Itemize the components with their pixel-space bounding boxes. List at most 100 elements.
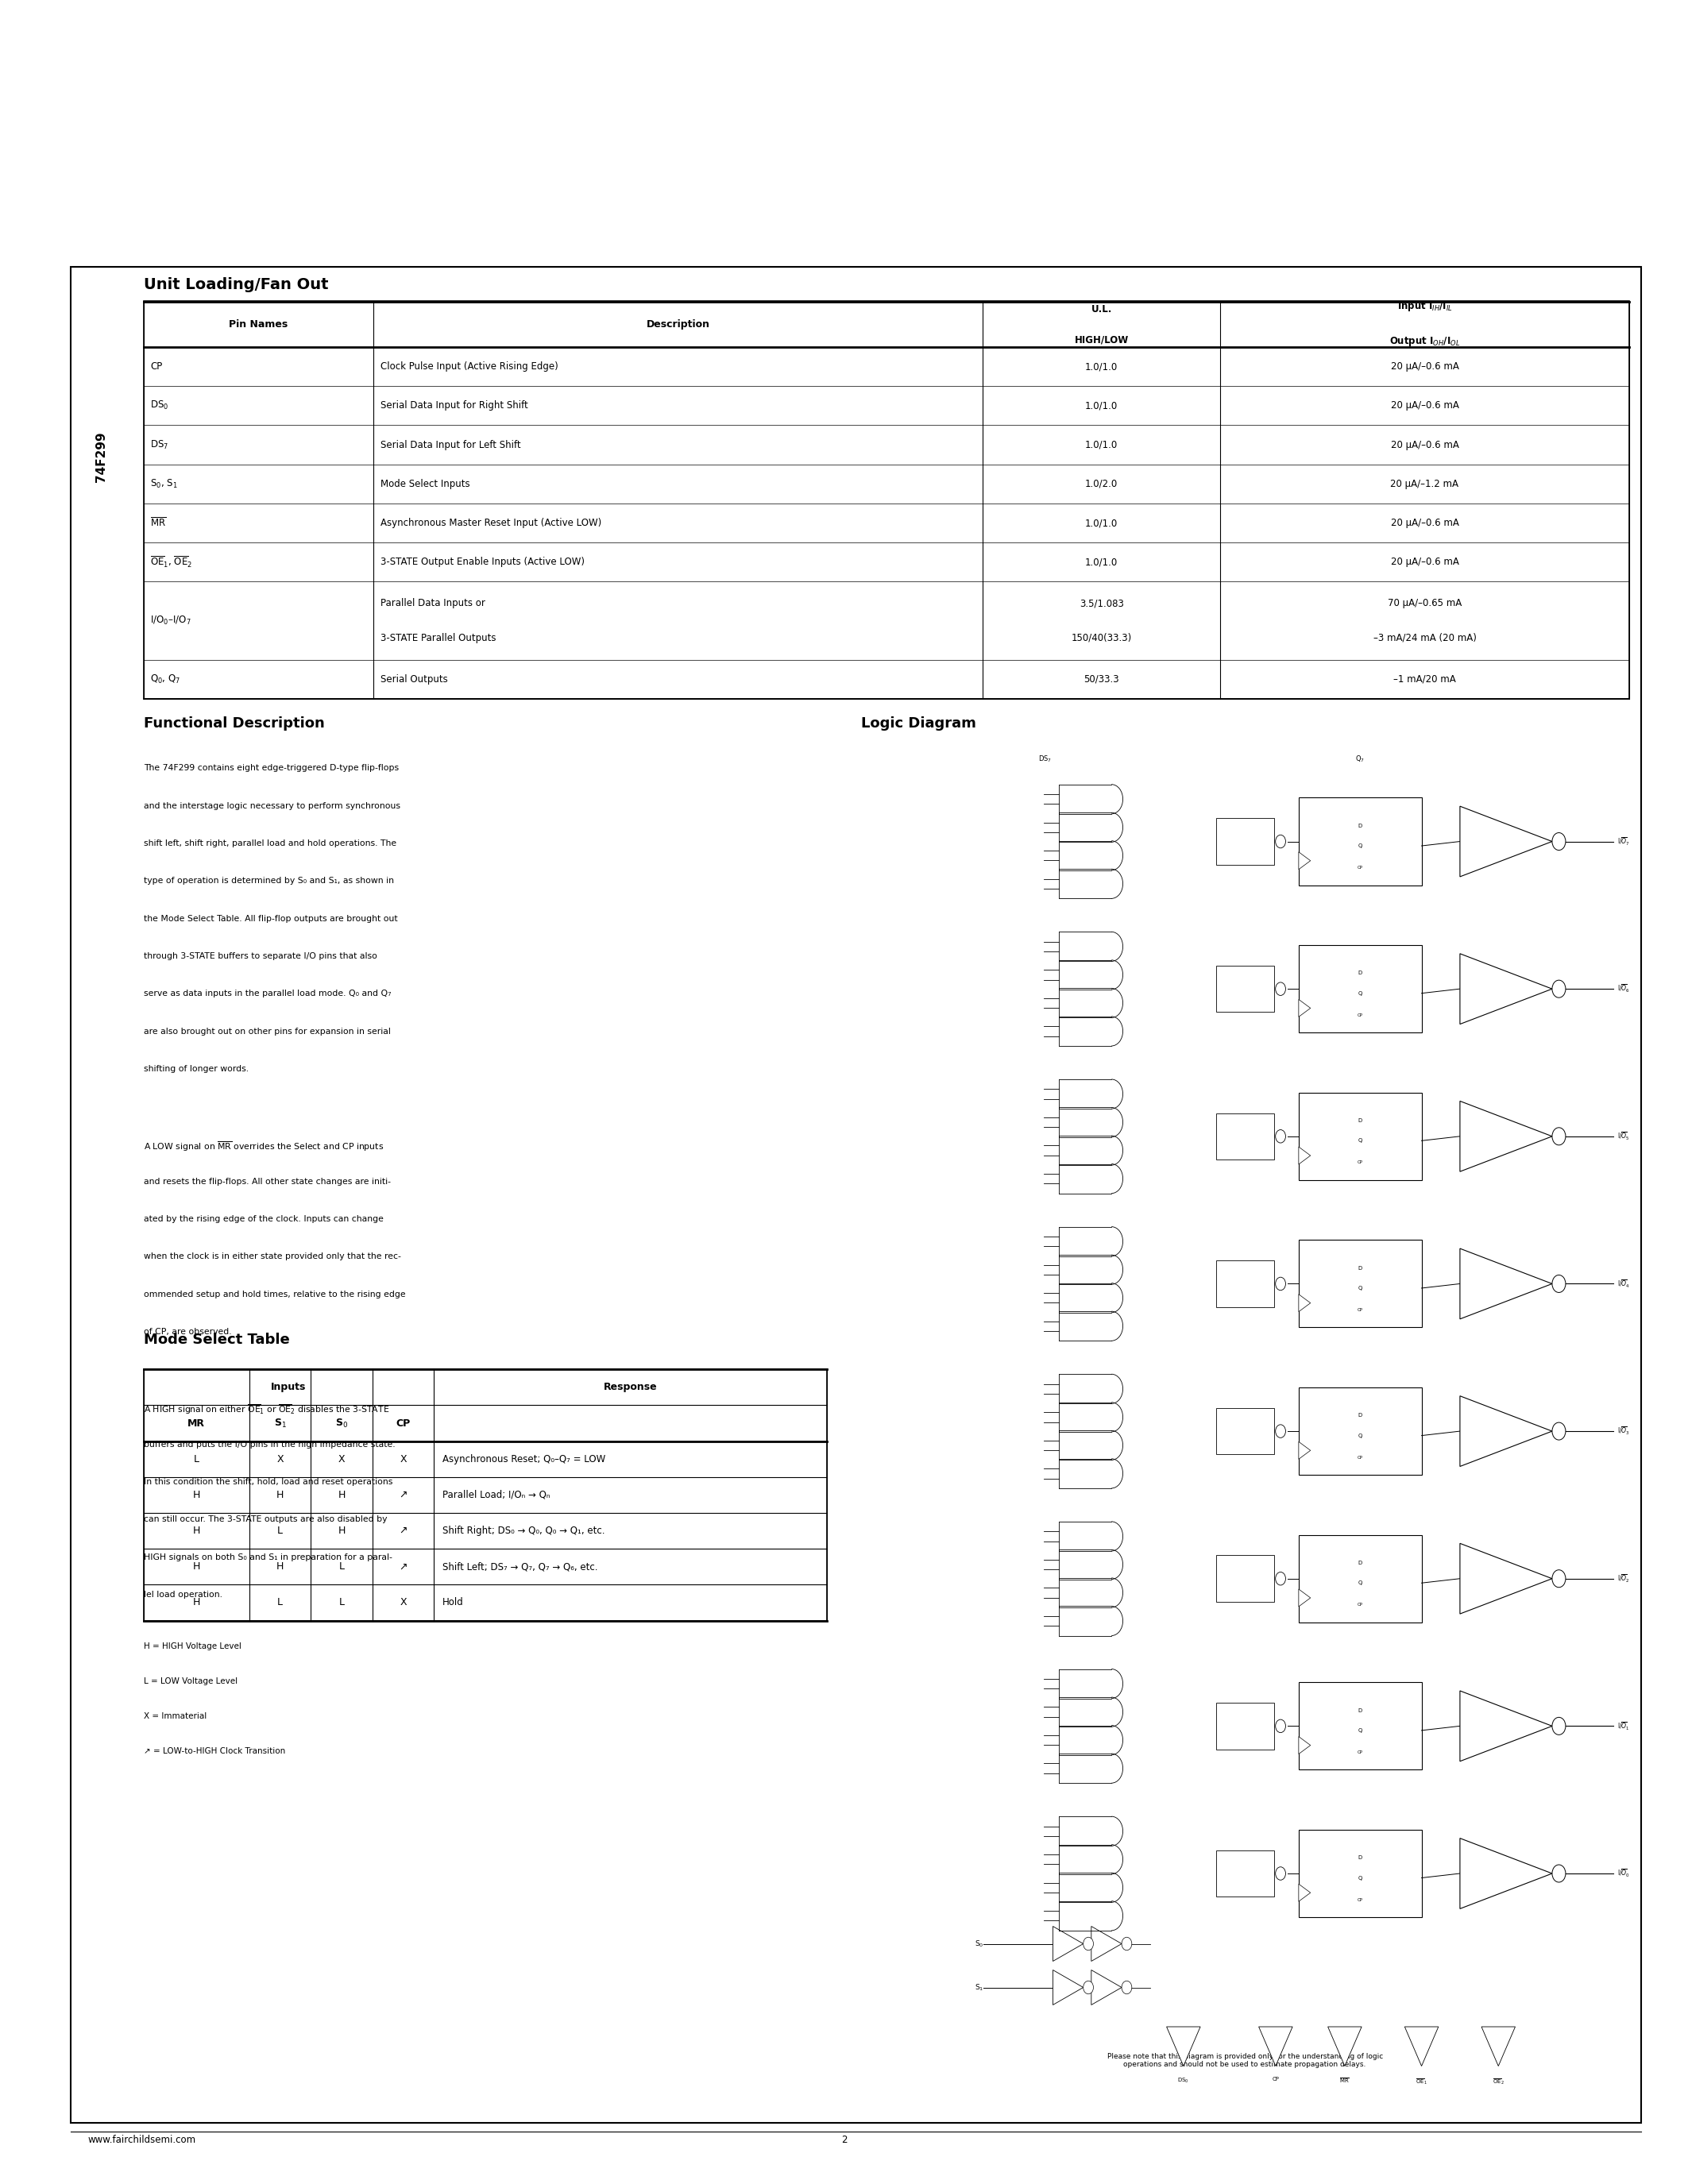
Text: and resets the flip-flops. All other state changes are initi-: and resets the flip-flops. All other sta… (143, 1177, 390, 1186)
Circle shape (1553, 1275, 1566, 1293)
Bar (1298, 1830, 1421, 1918)
Polygon shape (1166, 2027, 1200, 2066)
Text: 20 μA/–1.2 mA: 20 μA/–1.2 mA (1391, 478, 1458, 489)
Text: Q: Q (1357, 1728, 1362, 1732)
Polygon shape (1090, 1970, 1121, 2005)
Text: X: X (400, 1455, 407, 1463)
Text: I/O$_0$–I/O$_7$: I/O$_0$–I/O$_7$ (150, 614, 191, 627)
Text: the Mode Select Table. All flip-flop outputs are brought out: the Mode Select Table. All flip-flop out… (143, 915, 397, 922)
Text: and the interstage logic necessary to perform synchronous: and the interstage logic necessary to pe… (143, 802, 400, 810)
Text: CP: CP (1357, 1308, 1362, 1313)
Text: ommended setup and hold times, relative to the rising edge: ommended setup and hold times, relative … (143, 1291, 405, 1297)
Text: are also brought out on other pins for expansion in serial: are also brought out on other pins for e… (143, 1026, 390, 1035)
Text: 70 μA/–0.65 mA: 70 μA/–0.65 mA (1388, 598, 1462, 609)
Circle shape (1553, 1422, 1566, 1439)
Text: L: L (277, 1597, 284, 1607)
Text: Serial Data Input for Right Shift: Serial Data Input for Right Shift (380, 400, 528, 411)
Text: DS$_7$: DS$_7$ (1038, 753, 1052, 764)
Text: 50/33.3: 50/33.3 (1084, 675, 1119, 684)
Text: In this condition the shift, hold, load and reset operations: In this condition the shift, hold, load … (143, 1479, 392, 1485)
Polygon shape (1298, 1885, 1310, 1902)
Circle shape (1084, 1937, 1094, 1950)
Circle shape (1553, 832, 1566, 850)
Bar (1215, 965, 1274, 1011)
Text: Parallel Data Inputs or: Parallel Data Inputs or (380, 598, 484, 609)
Bar (1215, 1555, 1274, 1601)
Text: Q: Q (1357, 1138, 1362, 1142)
Text: H = HIGH Voltage Level: H = HIGH Voltage Level (143, 1642, 241, 1651)
Bar (1215, 819, 1274, 865)
Text: L = LOW Voltage Level: L = LOW Voltage Level (143, 1677, 238, 1686)
Text: D: D (1359, 1267, 1362, 1271)
Text: A LOW signal on $\overline{\mathrm{MR}}$ overrides the Select and CP inputs: A LOW signal on $\overline{\mathrm{MR}}$… (143, 1140, 383, 1153)
Text: Unit Loading/Fan Out: Unit Loading/Fan Out (143, 277, 327, 293)
Text: H: H (277, 1489, 284, 1500)
Text: Serial Data Input for Left Shift: Serial Data Input for Left Shift (380, 439, 522, 450)
Text: serve as data inputs in the parallel load mode. Q₀ and Q₇: serve as data inputs in the parallel loa… (143, 989, 392, 998)
Text: Q: Q (1357, 1876, 1362, 1880)
Text: $\overline{\mathrm{MR}}$: $\overline{\mathrm{MR}}$ (1340, 2077, 1350, 2086)
Text: ated by the rising edge of the clock. Inputs can change: ated by the rising edge of the clock. In… (143, 1214, 383, 1223)
Text: Hold: Hold (442, 1597, 464, 1607)
Text: H: H (338, 1527, 346, 1535)
Text: H: H (192, 1562, 201, 1572)
Text: 20 μA/–0.6 mA: 20 μA/–0.6 mA (1391, 439, 1458, 450)
Text: H: H (338, 1489, 346, 1500)
Circle shape (1276, 1572, 1286, 1586)
Text: 20 μA/–0.6 mA: 20 μA/–0.6 mA (1391, 518, 1458, 529)
Text: Shift Right; DS₀ → Q₀, Q₀ → Q₁, etc.: Shift Right; DS₀ → Q₀, Q₀ → Q₁, etc. (442, 1527, 604, 1535)
Circle shape (1553, 1865, 1566, 1883)
Text: D: D (1359, 1856, 1362, 1861)
Text: S$_0$: S$_0$ (336, 1417, 348, 1428)
Text: lel load operation.: lel load operation. (143, 1590, 223, 1599)
Text: Shift Left; DS₇ → Q₇, Q₇ → Q₆, etc.: Shift Left; DS₇ → Q₇, Q₇ → Q₆, etc. (442, 1562, 598, 1572)
Bar (1215, 1704, 1274, 1749)
Text: Functional Description: Functional Description (143, 716, 324, 732)
Text: CP: CP (1357, 1898, 1362, 1902)
Bar (1298, 1682, 1421, 1769)
Bar (1298, 1092, 1421, 1179)
Bar (1298, 797, 1421, 885)
Text: 3-STATE Parallel Outputs: 3-STATE Parallel Outputs (380, 633, 496, 642)
Text: L: L (339, 1597, 344, 1607)
Text: I/$\overline{O}_4$: I/$\overline{O}_4$ (1617, 1278, 1629, 1289)
Text: through 3-STATE buffers to separate I/O pins that also: through 3-STATE buffers to separate I/O … (143, 952, 376, 961)
Circle shape (1121, 1937, 1131, 1950)
Text: CP: CP (150, 363, 162, 371)
Polygon shape (1298, 1000, 1310, 1018)
Text: Mode Select Inputs: Mode Select Inputs (380, 478, 469, 489)
Polygon shape (1404, 2027, 1438, 2066)
Text: $\overline{\mathrm{OE}}_1$, $\overline{\mathrm{OE}}_2$: $\overline{\mathrm{OE}}_1$, $\overline{\… (150, 555, 192, 570)
Circle shape (1276, 1278, 1286, 1291)
Text: ↗ = LOW-to-HIGH Clock Transition: ↗ = LOW-to-HIGH Clock Transition (143, 1747, 285, 1756)
Polygon shape (1460, 806, 1553, 876)
Circle shape (1553, 1717, 1566, 1734)
Text: –3 mA/24 mA (20 mA): –3 mA/24 mA (20 mA) (1372, 633, 1477, 642)
Polygon shape (1259, 2027, 1293, 2066)
Circle shape (1276, 983, 1286, 996)
Text: –1 mA/20 mA: –1 mA/20 mA (1393, 675, 1457, 684)
Text: CP: CP (1357, 1603, 1362, 1607)
Text: D: D (1359, 1413, 1362, 1417)
Text: DS$_0$: DS$_0$ (150, 400, 169, 413)
Text: 1.0/2.0: 1.0/2.0 (1085, 478, 1117, 489)
Polygon shape (1298, 1295, 1310, 1313)
Circle shape (1553, 1127, 1566, 1144)
Circle shape (1121, 1981, 1131, 1994)
Text: 1.0/1.0: 1.0/1.0 (1085, 400, 1117, 411)
Text: CP: CP (1357, 1013, 1362, 1018)
Text: Q: Q (1357, 992, 1362, 996)
Circle shape (1276, 1129, 1286, 1142)
Polygon shape (1460, 1690, 1553, 1760)
Text: L: L (339, 1562, 344, 1572)
Text: shift left, shift right, parallel load and hold operations. The: shift left, shift right, parallel load a… (143, 839, 397, 847)
Text: Parallel Load; I/Oₙ → Qₙ: Parallel Load; I/Oₙ → Qₙ (442, 1489, 550, 1500)
Text: CP: CP (397, 1417, 410, 1428)
Text: Q: Q (1357, 1286, 1362, 1291)
Text: 20 μA/–0.6 mA: 20 μA/–0.6 mA (1391, 363, 1458, 371)
Bar (1215, 1409, 1274, 1455)
Text: Q: Q (1357, 843, 1362, 847)
Text: Output I$_{OH}$/I$_{OL}$: Output I$_{OH}$/I$_{OL}$ (1389, 336, 1460, 347)
Text: H: H (277, 1562, 284, 1572)
Bar (1215, 1850, 1274, 1896)
